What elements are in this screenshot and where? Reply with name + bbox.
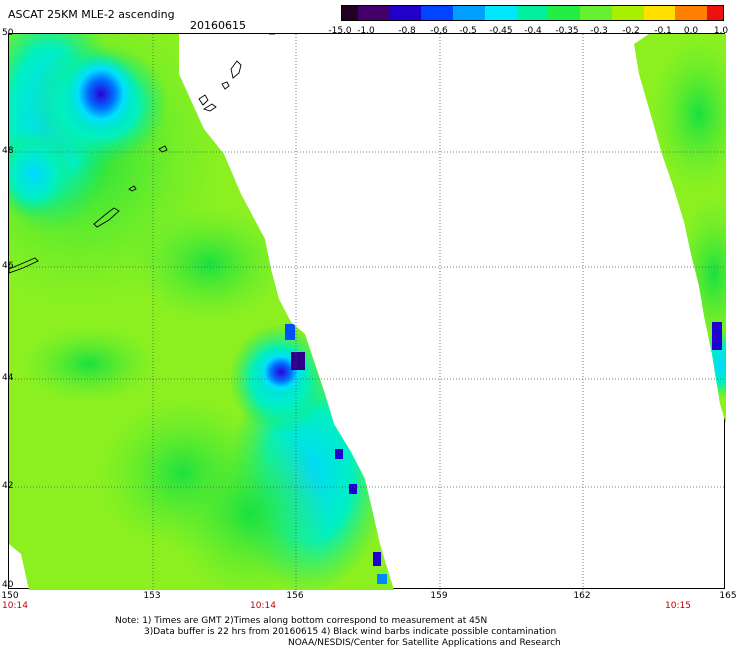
footnote-line: NOAA/NESDIS/Center for Satellite Applica… xyxy=(288,638,561,648)
product-title: ASCAT 25KM MLE-2 ascending xyxy=(8,8,175,21)
map-canvas xyxy=(9,34,726,590)
colorbar-swatch xyxy=(469,6,485,20)
colorbar-swatch xyxy=(405,6,422,20)
right-swath xyxy=(634,34,726,424)
product-date: 20160615 xyxy=(190,19,246,32)
colorbar-tick: 0.0 xyxy=(683,26,699,36)
colorbar-tick: -0.2 xyxy=(622,26,640,36)
colorbar-tick: -0.5 xyxy=(459,26,477,36)
lat-label: 50 xyxy=(2,28,14,38)
colorbar-tick: -0.6 xyxy=(430,26,448,36)
time-label: 10:15 xyxy=(665,601,691,611)
colorbar-swatch xyxy=(453,6,469,20)
colorbar-tick: -0.4 xyxy=(524,26,542,36)
colorbar-swatch xyxy=(564,6,581,20)
footnote-line: 3)Data buffer is 22 hrs from 20160615 4)… xyxy=(144,627,557,637)
lat-lon-grid xyxy=(9,34,726,590)
colorbar-swatch xyxy=(580,6,596,20)
colorbar-swatch xyxy=(548,6,565,20)
lon-label: 150 xyxy=(1,591,19,601)
colorbar-tick: -0.3 xyxy=(590,26,608,36)
coastline xyxy=(9,34,275,274)
colorbar-swatch xyxy=(532,6,549,20)
colorbar-swatch xyxy=(627,6,644,20)
colorbar-swatch xyxy=(707,6,723,20)
colorbar-tick: -0.1 xyxy=(654,26,672,36)
colorbar-tick: -15.0 xyxy=(328,26,352,36)
colorbar-swatch xyxy=(516,6,533,20)
time-label: 10:14 xyxy=(250,601,276,611)
left-swath xyxy=(9,34,394,590)
colorbar-swatch xyxy=(691,6,708,20)
lon-label: 165 xyxy=(719,591,737,601)
lat-label: 46 xyxy=(2,261,14,271)
lat-label: 48 xyxy=(2,146,14,156)
footnote-line: Note: 1) Times are GMT 2)Times along bot… xyxy=(115,616,488,626)
colorbar-swatch xyxy=(389,6,406,20)
colorbar-tick-labels: -15.0 -1.0 -0.8 -0.6 -0.5 -0.45 -0.4 -0.… xyxy=(328,26,735,38)
colorbar-swatch xyxy=(342,6,358,20)
wind-map xyxy=(8,33,726,590)
lon-label: 159 xyxy=(430,591,448,601)
lon-label: 153 xyxy=(143,591,161,601)
colorbar-swatch xyxy=(437,6,454,20)
colorbar-tick: -0.8 xyxy=(398,26,416,36)
colorbar xyxy=(341,5,724,21)
colorbar-swatch xyxy=(596,6,612,20)
colorbar-swatch xyxy=(675,6,692,20)
colorbar-tick: -1.0 xyxy=(357,26,375,36)
lon-label: 156 xyxy=(286,591,304,601)
colorbar-tick: 1.0 xyxy=(713,26,729,36)
lat-label: 40 xyxy=(2,580,14,590)
colorbar-swatch xyxy=(500,6,517,20)
colorbar-swatch xyxy=(421,6,438,20)
colorbar-swatch xyxy=(373,6,390,20)
colorbar-swatch xyxy=(484,6,501,20)
colorbar-tick: -0.35 xyxy=(555,26,579,36)
lon-label: 162 xyxy=(573,591,591,601)
colorbar-swatch xyxy=(357,6,374,20)
colorbar-swatch xyxy=(611,6,628,20)
time-label: 10:14 xyxy=(2,601,28,611)
colorbar-swatch xyxy=(643,6,660,20)
lat-label: 44 xyxy=(2,373,14,383)
lat-label: 42 xyxy=(2,481,14,491)
colorbar-swatch xyxy=(659,6,676,20)
colorbar-tick: -0.45 xyxy=(489,26,513,36)
